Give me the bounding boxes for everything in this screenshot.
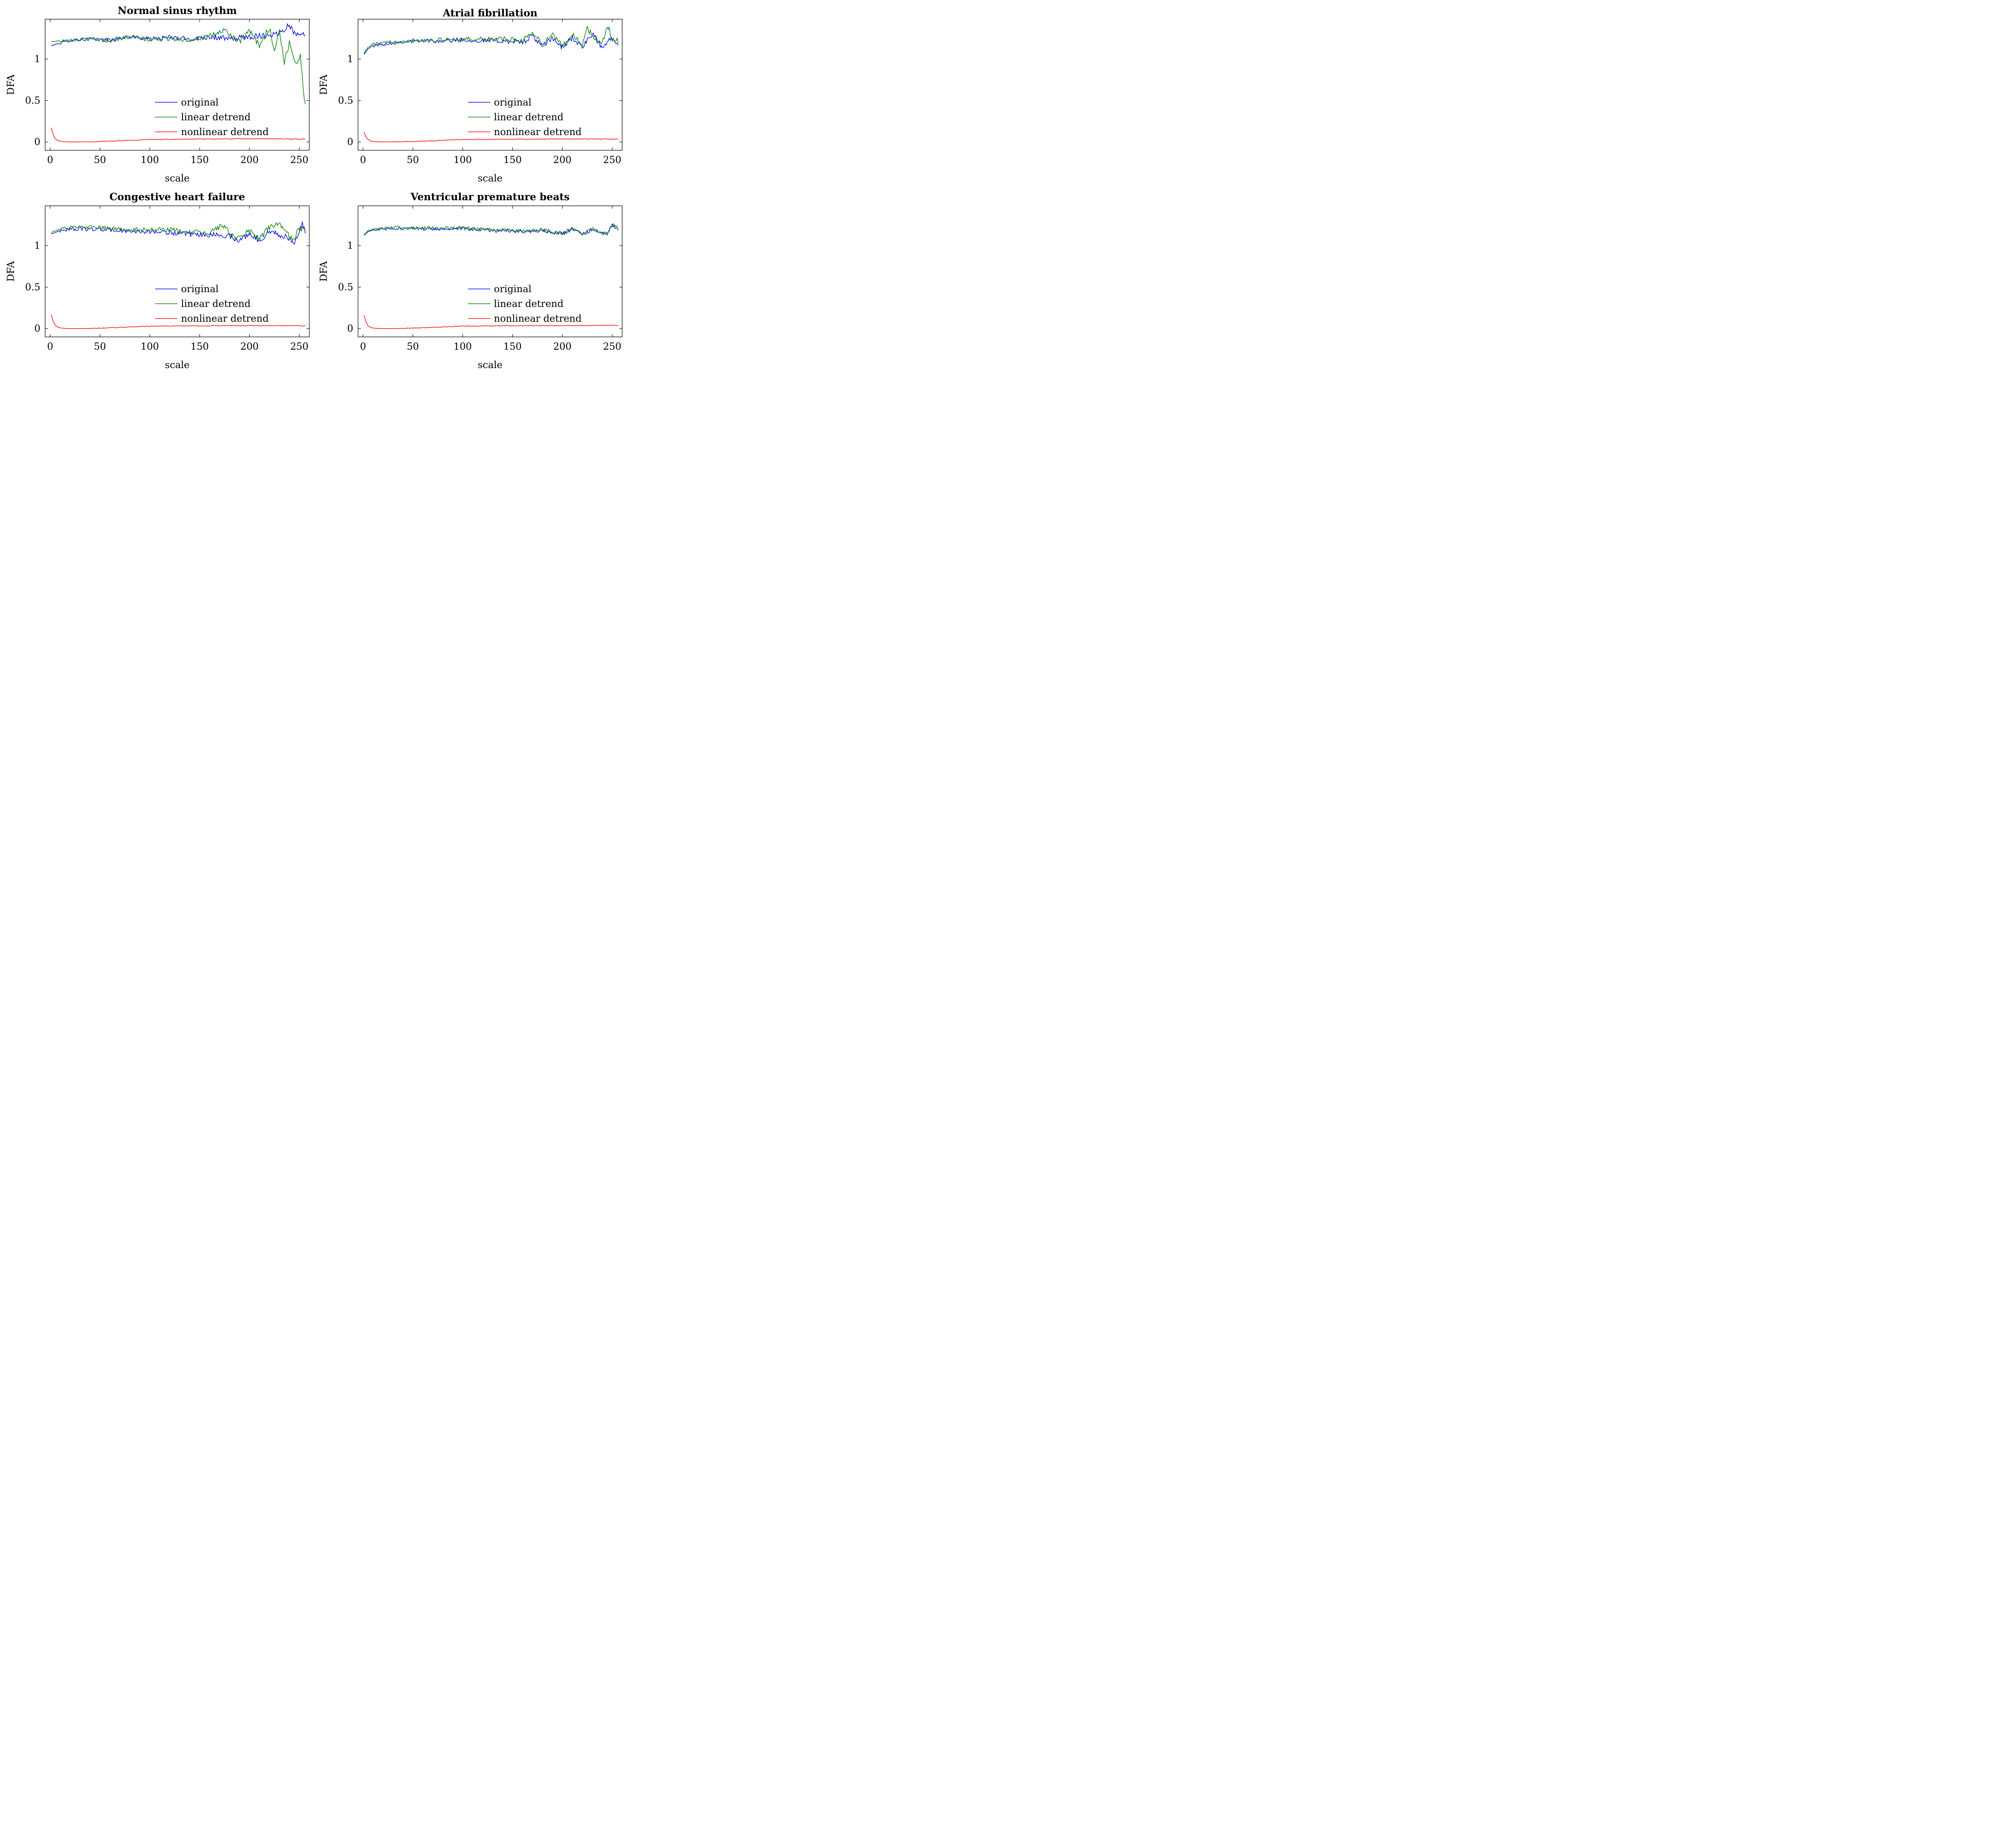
- y-tick-label: 1: [347, 54, 353, 65]
- series-line-linear-detrend: [364, 26, 619, 54]
- x-tick-label: 100: [454, 341, 472, 352]
- chart-panel-2: Atrial fibrillation 0 50 100 150 200 250 0 0.5 1 s…: [318, 7, 623, 184]
- x-axis-label: scale: [478, 173, 503, 184]
- series-line-nonlinear-detrend: [364, 132, 619, 142]
- y-tick-label: 0.5: [338, 95, 353, 106]
- legend: original linear detrend nonlinear detrend: [155, 283, 269, 324]
- y-tick-label: 0: [34, 323, 40, 334]
- figure: Normal sinus rhythm 0 50 100 150 200 250 0 0.5 1 s…: [0, 0, 627, 374]
- x-tick-label: 250: [603, 154, 621, 165]
- x-tick-label: 150: [503, 341, 522, 352]
- series-line-original: [364, 32, 619, 55]
- x-tick-label: 50: [407, 341, 419, 352]
- y-tick-label: 1: [34, 240, 40, 251]
- legend: original linear detrend nonlinear detrend: [468, 283, 582, 324]
- chart-panel-4: Ventricular premature beats 0 50 100 150 200 2…: [318, 191, 623, 370]
- y-tick-label: 0: [34, 136, 40, 147]
- legend-label: original: [181, 283, 219, 295]
- series-line-linear-detrend: [364, 223, 619, 236]
- x-tick-label: 100: [454, 154, 472, 165]
- chart-title: Congestive heart failure: [109, 191, 245, 203]
- legend-label: original: [494, 97, 531, 108]
- x-tick-label: 250: [603, 341, 621, 352]
- y-axis-label: DFA: [318, 74, 329, 95]
- axes-frame: [358, 205, 623, 337]
- series-line-nonlinear-detrend: [364, 315, 618, 329]
- x-tick-label: 200: [240, 341, 259, 352]
- legend-label: original: [494, 283, 531, 295]
- y-tick-label: 0.5: [338, 281, 353, 293]
- plot-area: [364, 223, 619, 329]
- x-tick-label: 250: [290, 341, 308, 352]
- legend-label: original: [181, 97, 219, 108]
- axes-frame: [45, 19, 310, 151]
- legend-label: linear detrend: [181, 112, 251, 123]
- series-line-original: [51, 23, 306, 46]
- chart-title: Atrial fibrillation: [442, 7, 537, 19]
- x-axis-label: scale: [165, 173, 190, 184]
- x-tick-label: 200: [553, 154, 571, 165]
- chart-panel-3: Congestive heart failure 0 50 100 150 200 250 0…: [5, 191, 310, 370]
- x-tick-label: 200: [553, 341, 571, 352]
- x-tick-label: 100: [141, 154, 159, 165]
- x-tick-label: 250: [290, 154, 308, 165]
- x-tick-label: 150: [191, 154, 209, 165]
- x-tick-label: 0: [47, 341, 53, 352]
- x-axis-label: scale: [478, 359, 503, 370]
- series-line-linear-detrend: [51, 28, 306, 105]
- legend: original linear detrend nonlinear detrend: [468, 97, 582, 137]
- x-tick-label: 0: [360, 154, 366, 165]
- y-tick-label: 0: [347, 136, 353, 147]
- x-tick-label: 200: [240, 154, 259, 165]
- chart-title: Normal sinus rhythm: [117, 5, 237, 16]
- x-tick-label: 0: [360, 341, 366, 352]
- legend-label: linear detrend: [181, 298, 251, 309]
- plot-area: [364, 26, 619, 142]
- series-line-nonlinear-detrend: [51, 127, 306, 143]
- axes-frame: [358, 19, 623, 151]
- chart-title: Ventricular premature beats: [410, 191, 569, 203]
- y-tick-label: 0.5: [25, 95, 40, 106]
- legend-label: nonlinear detrend: [494, 126, 582, 137]
- legend-label: nonlinear detrend: [181, 313, 269, 324]
- axes-frame: [45, 205, 310, 337]
- x-tick-label: 50: [94, 154, 106, 165]
- chart-panel-1: Normal sinus rhythm 0 50 100 150 200 250 0 0.5 1 s…: [5, 5, 310, 184]
- legend-label: nonlinear detrend: [181, 126, 269, 137]
- y-tick-label: 0.5: [25, 281, 40, 293]
- series-line-nonlinear-detrend: [51, 314, 306, 329]
- series-line-original: [51, 221, 306, 245]
- legend-label: linear detrend: [494, 298, 563, 309]
- x-axis-label: scale: [165, 359, 190, 370]
- legend-label: nonlinear detrend: [494, 313, 582, 324]
- x-tick-label: 150: [503, 154, 522, 165]
- y-axis-label: DFA: [318, 261, 329, 282]
- x-tick-label: 50: [94, 341, 106, 352]
- y-tick-label: 1: [347, 240, 353, 251]
- legend-label: linear detrend: [494, 112, 563, 123]
- legend: original linear detrend nonlinear detrend: [155, 97, 269, 137]
- y-axis-label: DFA: [5, 74, 16, 95]
- x-tick-label: 0: [47, 154, 53, 165]
- y-tick-label: 0: [347, 323, 353, 334]
- x-tick-label: 100: [141, 341, 159, 352]
- series-line-linear-detrend: [51, 222, 306, 242]
- x-tick-label: 50: [407, 154, 419, 165]
- y-axis-label: DFA: [5, 261, 16, 282]
- plot-area: [51, 221, 306, 329]
- y-tick-label: 1: [34, 54, 40, 65]
- plot-area: [51, 23, 306, 143]
- x-tick-label: 150: [191, 341, 209, 352]
